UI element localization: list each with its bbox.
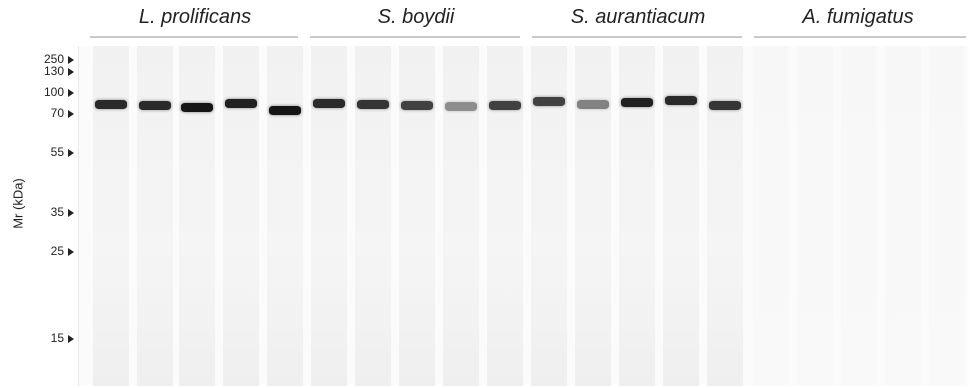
protein-band xyxy=(181,103,213,112)
marker-arrow-icon xyxy=(68,148,74,157)
marker-label: 250 xyxy=(43,52,64,66)
protein-band xyxy=(139,101,171,110)
lane xyxy=(929,46,965,386)
marker-arrow-icon xyxy=(68,208,74,217)
marker-15: 15 xyxy=(0,331,74,345)
group-line-l-prolificans xyxy=(90,36,298,38)
protein-band xyxy=(95,100,127,109)
lane xyxy=(487,46,523,386)
protein-band xyxy=(357,100,389,109)
lane xyxy=(355,46,391,386)
marker-label: 100 xyxy=(43,85,64,99)
group-label-s-aurantiacum: S. aurantiacum xyxy=(570,6,706,28)
lane xyxy=(707,46,743,386)
marker-arrow-icon xyxy=(68,109,74,118)
group-line-s-boydii xyxy=(310,36,520,38)
marker-label: 25 xyxy=(50,244,64,258)
group-label-a-fumigatus: A. fumigatus xyxy=(802,6,914,28)
protein-band xyxy=(269,106,301,115)
marker-label: 35 xyxy=(50,205,64,219)
group-line-s-aurantiacum xyxy=(532,36,742,38)
marker-25: 25 xyxy=(0,244,74,258)
marker-250: 250 xyxy=(0,52,74,66)
protein-band xyxy=(489,101,521,110)
lane xyxy=(663,46,699,386)
protein-band xyxy=(313,99,345,108)
marker-35: 35 xyxy=(0,205,74,219)
marker-arrow-icon xyxy=(68,334,74,343)
lane xyxy=(443,46,479,386)
lane xyxy=(797,46,833,386)
lane xyxy=(137,46,173,386)
protein-band xyxy=(577,100,609,109)
marker-70: 70 xyxy=(0,106,74,120)
group-label-l-prolificans: L. prolificans xyxy=(138,6,252,28)
lane xyxy=(885,46,921,386)
lane xyxy=(223,46,259,386)
lane xyxy=(399,46,435,386)
marker-arrow-icon xyxy=(68,55,74,64)
lane xyxy=(93,46,129,386)
protein-band xyxy=(665,96,697,105)
marker-arrow-icon xyxy=(68,67,74,76)
group-label-s-boydii: S. boydii xyxy=(377,6,455,28)
protein-band xyxy=(225,99,257,108)
lane xyxy=(531,46,567,386)
marker-arrow-icon xyxy=(68,247,74,256)
marker-label: 130 xyxy=(43,64,64,78)
marker-130: 130 xyxy=(0,64,74,78)
protein-band xyxy=(621,98,653,107)
protein-band xyxy=(709,101,741,110)
marker-label: 15 xyxy=(50,331,64,345)
lane xyxy=(575,46,611,386)
lane xyxy=(753,46,789,386)
lane xyxy=(841,46,877,386)
group-line-a-fumigatus xyxy=(754,36,966,38)
lane xyxy=(179,46,215,386)
lane xyxy=(619,46,655,386)
y-axis-label: Mr (kDa) xyxy=(10,178,26,229)
lane xyxy=(311,46,347,386)
protein-band xyxy=(401,101,433,110)
marker-55: 55 xyxy=(0,145,74,159)
marker-label: 55 xyxy=(50,145,64,159)
protein-band xyxy=(445,102,477,111)
marker-arrow-icon xyxy=(68,88,74,97)
lane xyxy=(267,46,303,386)
western-blot-image xyxy=(78,46,969,386)
protein-band xyxy=(533,97,565,106)
marker-100: 100 xyxy=(0,85,74,99)
marker-label: 70 xyxy=(50,106,64,120)
